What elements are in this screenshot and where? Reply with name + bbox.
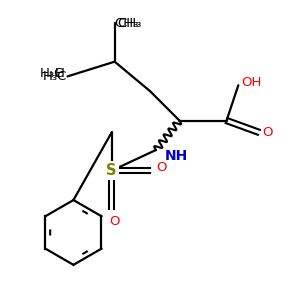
Text: O: O bbox=[262, 126, 272, 139]
Text: NH: NH bbox=[165, 149, 188, 163]
Text: H: H bbox=[55, 67, 64, 80]
Text: OH: OH bbox=[241, 76, 262, 89]
Text: CH₃: CH₃ bbox=[118, 17, 142, 30]
Text: O: O bbox=[156, 161, 166, 174]
Text: H₃C: H₃C bbox=[43, 70, 68, 83]
Text: O: O bbox=[110, 215, 120, 228]
Text: CH₃: CH₃ bbox=[115, 17, 139, 30]
Text: H₃C: H₃C bbox=[40, 67, 64, 80]
Text: S: S bbox=[106, 163, 117, 178]
